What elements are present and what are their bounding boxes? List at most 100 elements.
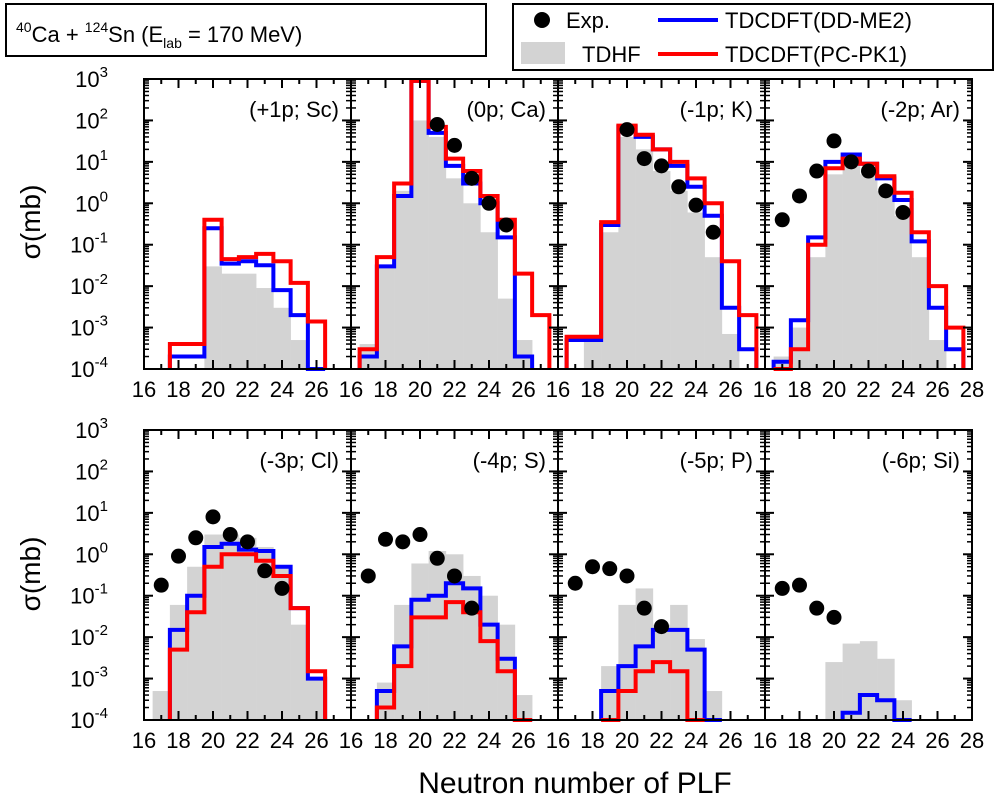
exp-point — [688, 197, 704, 213]
y-tick-label: 102 — [75, 105, 108, 133]
y-tick-label: 10-1 — [70, 230, 108, 258]
exp-point — [447, 568, 462, 584]
x-tick-label: 26 — [718, 377, 742, 402]
tdhf-bar — [635, 588, 654, 720]
x-tick-label: 22 — [235, 728, 259, 753]
x-tick-label: 24 — [684, 728, 708, 753]
legend: Exp. TDHF TDCDFT(DD-ME2) TDCDFT(PC-PK1) — [512, 3, 994, 71]
legend-exp-marker — [534, 12, 550, 28]
exp-point — [878, 183, 894, 199]
x-tick-label: 28 — [960, 377, 984, 402]
tdhf-bar — [290, 624, 309, 720]
panel-label: (-4p; S) — [473, 448, 546, 473]
x-tick-label: 16 — [753, 377, 777, 402]
panel-label: (-2p; Ar) — [881, 97, 960, 122]
exp-point — [464, 170, 480, 186]
x-tick-label: 16 — [546, 377, 570, 402]
y-tick-label: 103 — [75, 415, 108, 443]
y-tick-label: 103 — [75, 64, 108, 92]
energy-sub: lab — [163, 35, 182, 51]
panel-label: (+1p; Sc) — [249, 97, 339, 122]
tdhf-bar — [445, 554, 464, 720]
x-tick-label: 24 — [891, 728, 915, 753]
tdhf-bar — [704, 691, 723, 720]
x-tick-label: 20 — [408, 728, 432, 753]
exp-point — [412, 527, 428, 543]
exp-point — [567, 575, 583, 591]
pcpk1-step-line — [167, 552, 328, 720]
pcpk1-step-line — [564, 123, 759, 369]
tdhf-bar — [687, 639, 705, 720]
tdhf-bar — [859, 641, 878, 720]
y-tick-label: 10-1 — [70, 581, 108, 609]
x-tick-label: 26 — [304, 377, 328, 402]
tdhf-bar — [394, 190, 412, 369]
exp-point — [774, 580, 790, 596]
tdhf-bar — [273, 307, 291, 369]
tdhf-bar — [687, 212, 705, 369]
x-tick-label: 22 — [649, 728, 673, 753]
tdhf-bar — [825, 174, 843, 369]
x-tick-label: 28 — [960, 728, 984, 753]
exp-point — [636, 600, 652, 616]
legend-pcpk1-label: TDCDFT(PC-PK1) — [725, 42, 907, 67]
exp-point — [188, 530, 204, 546]
tdhf-bar — [721, 333, 740, 369]
exp-point — [826, 609, 842, 625]
tdhf-bar — [376, 266, 395, 369]
tdhf-bar — [652, 171, 671, 369]
energy-rest: = 170 MeV) — [182, 22, 302, 47]
x-tick-label: 16 — [546, 728, 570, 753]
tdhf-bar — [463, 575, 481, 720]
exp-point — [153, 577, 169, 593]
tdhf-bar — [583, 340, 602, 369]
tdhf-bar — [514, 340, 533, 369]
panel-label: (-5p; P) — [680, 448, 753, 473]
tdhf-bar — [670, 190, 688, 369]
x-tick-label: 20 — [615, 377, 639, 402]
title-box-frame — [5, 3, 487, 57]
y-axis-title-top: σ(mb) — [15, 185, 46, 260]
tdhf-bar — [842, 643, 861, 720]
panel-label: (-1p; K) — [680, 97, 753, 122]
ddme2-step-line — [167, 226, 326, 371]
x-tick-label: 18 — [373, 377, 397, 402]
tdhf-bar — [169, 604, 188, 720]
proj-sym: Ca + — [32, 22, 85, 47]
ddme2-step-line — [840, 693, 912, 722]
x-tick-label: 26 — [511, 377, 535, 402]
exp-point — [378, 531, 393, 547]
tdhf-bar — [601, 232, 619, 369]
legend-tdhf-swatch — [521, 42, 565, 64]
tdhf-bar — [601, 666, 619, 720]
x-tick-label: 24 — [891, 377, 915, 402]
tdhf-bar — [256, 546, 274, 720]
pcpk1-step-line — [374, 600, 533, 722]
tdhf-bar — [238, 537, 257, 720]
tdhf-bar — [204, 534, 222, 720]
tdhf-bar — [221, 534, 240, 720]
x-tick-label: 22 — [856, 728, 880, 753]
legend-frame — [512, 3, 994, 71]
tdhf-bar — [894, 215, 912, 369]
tdhf-bar — [152, 691, 171, 720]
tdhf-bar — [273, 566, 291, 720]
exp-point — [792, 188, 807, 204]
exp-point — [429, 550, 445, 566]
tdhf-bar — [394, 604, 412, 720]
panel-6: (-5p; P) 16 18 20 22 24 26 — [546, 429, 766, 753]
exp-point — [809, 600, 825, 616]
exp-point — [705, 224, 721, 240]
exp-point — [654, 158, 669, 174]
y-tick-label: 10-3 — [70, 664, 108, 692]
tdhf-bar — [859, 174, 878, 369]
y-tick-label: 101 — [75, 498, 108, 526]
exp-point — [636, 151, 652, 167]
tdhf-bar — [928, 340, 947, 369]
tdhf-bar — [428, 551, 447, 720]
panel-2: (-1p; K) 16 18 20 22 24 26 — [546, 78, 766, 402]
x-tick-label: 22 — [235, 377, 259, 402]
x-tick-label: 20 — [408, 377, 432, 402]
panel-3: (-2p; Ar) 16 18 20 22 24 26 28 — [753, 78, 984, 402]
pcpk1-step-line — [773, 156, 966, 371]
